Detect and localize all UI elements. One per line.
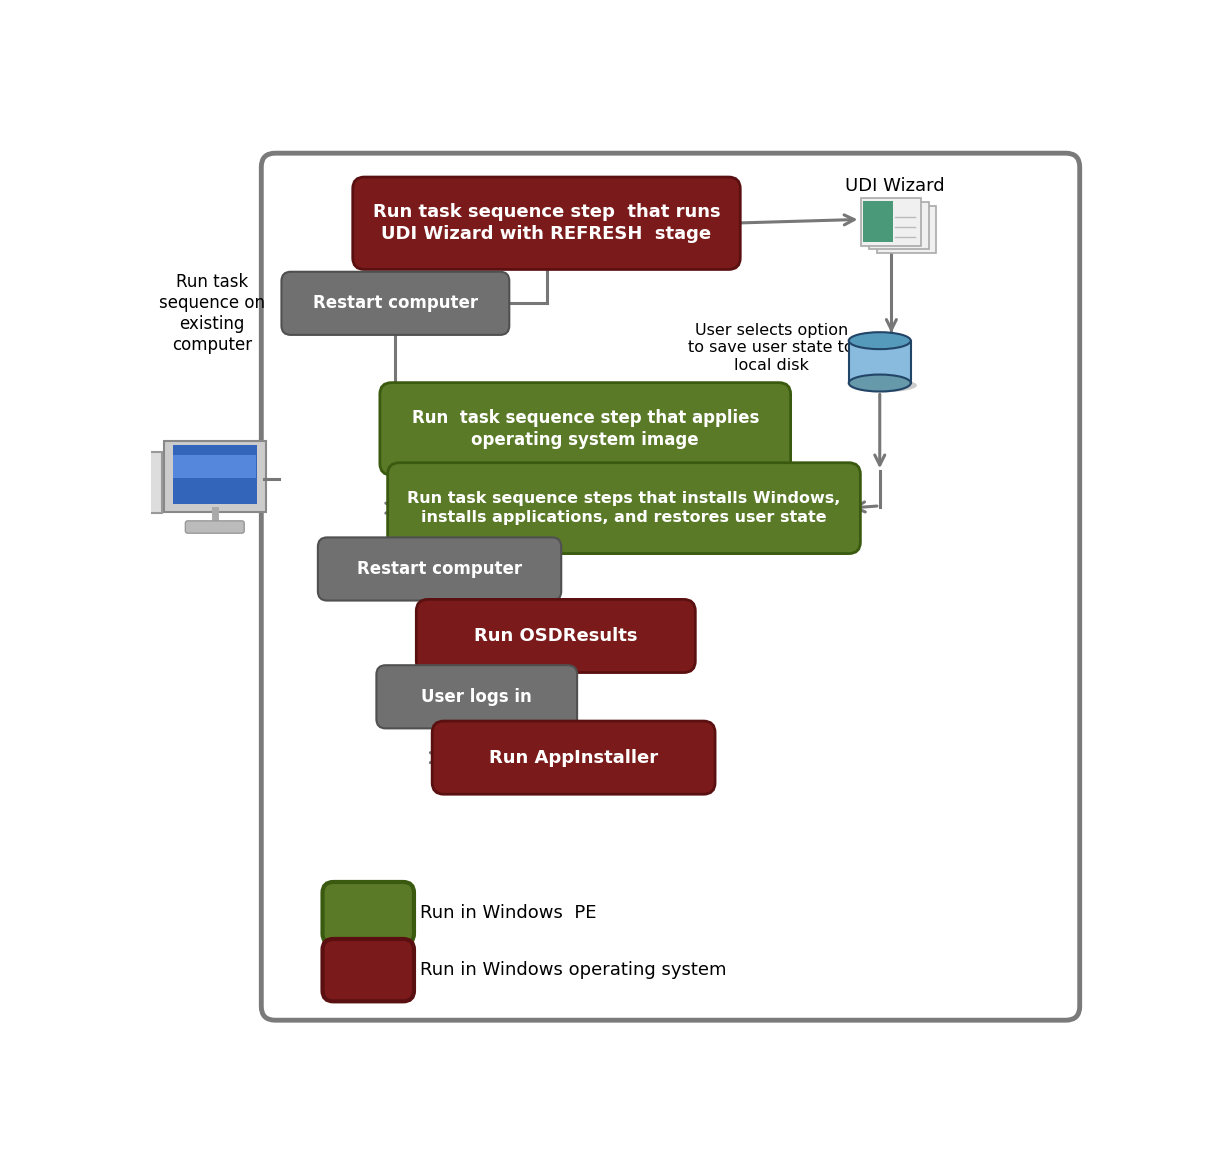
FancyBboxPatch shape [416,599,696,672]
FancyBboxPatch shape [173,445,257,504]
FancyBboxPatch shape [376,665,577,728]
FancyBboxPatch shape [869,202,928,250]
Text: Run  task sequence step that applies
operating system image: Run task sequence step that applies oper… [411,409,759,449]
Text: Run in Windows operating system: Run in Windows operating system [420,961,727,979]
FancyBboxPatch shape [877,205,937,253]
FancyBboxPatch shape [282,272,509,334]
FancyBboxPatch shape [185,521,244,533]
FancyBboxPatch shape [165,441,265,512]
Text: Run task sequence step  that runs
UDI Wizard with REFRESH  stage: Run task sequence step that runs UDI Wiz… [373,203,720,244]
Text: User selects option
to save user state to
local disk: User selects option to save user state t… [688,323,854,373]
FancyBboxPatch shape [323,882,414,944]
Ellipse shape [848,378,917,392]
FancyBboxPatch shape [380,383,790,475]
Text: Run task sequence steps that installs Windows,
installs applications, and restor: Run task sequence steps that installs Wi… [408,491,841,525]
FancyBboxPatch shape [323,939,414,1001]
Text: Run in Windows  PE: Run in Windows PE [420,904,597,922]
FancyBboxPatch shape [387,463,860,554]
FancyBboxPatch shape [173,455,257,478]
Text: Restart computer: Restart computer [313,295,478,312]
FancyBboxPatch shape [432,721,715,794]
FancyBboxPatch shape [353,176,741,269]
Text: Run OSDResults: Run OSDResults [474,627,638,646]
Ellipse shape [848,332,911,349]
Ellipse shape [848,375,911,391]
Text: Restart computer: Restart computer [357,560,522,578]
FancyBboxPatch shape [848,340,911,383]
FancyBboxPatch shape [318,538,561,600]
Text: UDI Wizard: UDI Wizard [846,178,945,195]
FancyBboxPatch shape [863,201,893,243]
Text: Run AppInstaller: Run AppInstaller [489,749,658,766]
FancyBboxPatch shape [261,153,1079,1021]
FancyBboxPatch shape [862,197,921,246]
Text: User logs in: User logs in [421,687,532,706]
Text: Run task
sequence on
existing
computer: Run task sequence on existing computer [159,273,265,354]
FancyBboxPatch shape [148,453,162,513]
